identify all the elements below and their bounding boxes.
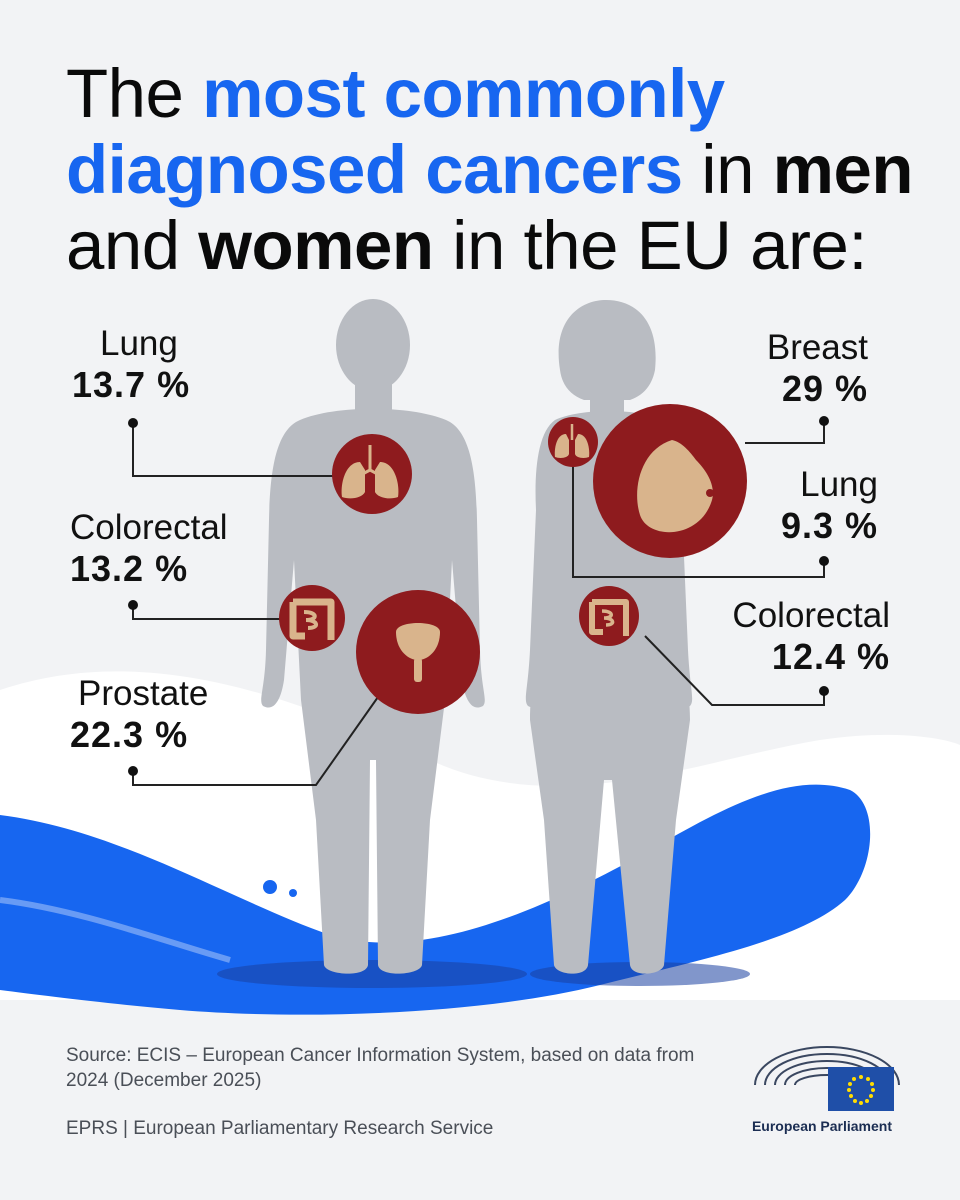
man-intestine-icon xyxy=(279,585,345,651)
footer-credit: EPRS | European Parliamentary Research S… xyxy=(66,1118,494,1139)
connector-lines-women xyxy=(572,421,825,706)
title-connector: and xyxy=(66,207,199,284)
women-breast-value: 29 % xyxy=(781,368,868,409)
eu-flag-icon xyxy=(828,1067,894,1111)
men-lung-label: Lung 13.7 % xyxy=(72,324,232,406)
man-shadow xyxy=(217,960,527,988)
source-note: Source: ECIS – European Cancer Informati… xyxy=(66,1045,695,1091)
woman-lungs-icon xyxy=(548,417,598,467)
women-breast-name: Breast xyxy=(766,328,868,367)
men-prostate-name: Prostate xyxy=(78,674,209,713)
men-colorectal-value: 13.2 % xyxy=(70,548,189,589)
man-lungs-icon xyxy=(332,434,412,514)
women-colorectal-value: 12.4 % xyxy=(771,636,890,677)
men-colorectal-name: Colorectal xyxy=(70,508,228,547)
women-lung-name: Lung xyxy=(800,465,878,504)
prostate-icon xyxy=(356,590,480,714)
title-suffix: in the EU are: xyxy=(433,207,868,284)
women-lung-label: Lung 9.3 % xyxy=(700,465,878,547)
women-breast-label: Breast 29 % xyxy=(700,328,868,410)
women-lung-value: 9.3 % xyxy=(780,505,878,546)
connector-dots-women xyxy=(819,416,829,696)
title-men: men xyxy=(772,131,914,208)
woman-intestine-icon xyxy=(579,586,639,646)
title-women: women xyxy=(198,207,434,284)
logo-text: European Parliament xyxy=(751,1118,893,1134)
breast-icon xyxy=(593,404,747,558)
women-colorectal-name: Colorectal xyxy=(732,596,890,635)
men-lung-name: Lung xyxy=(100,324,178,363)
background-wave-highlight xyxy=(0,897,231,963)
title-prefix: The xyxy=(66,55,203,132)
connector-dots-men xyxy=(128,418,138,776)
men-prostate-label: Prostate 22.3 % xyxy=(70,674,270,756)
men-colorectal-label: Colorectal 13.2 % xyxy=(70,508,270,590)
women-colorectal-label: Colorectal 12.4 % xyxy=(700,596,890,678)
wave-droplet xyxy=(289,889,297,897)
title-connector: in xyxy=(682,131,773,208)
men-prostate-value: 22.3 % xyxy=(70,714,189,755)
title-highlight: most commonly diagnosed cancers xyxy=(66,55,725,208)
page-title: The most commonly diagnosed cancers in m… xyxy=(66,56,926,284)
men-lung-value: 13.7 % xyxy=(72,364,191,405)
wave-droplet xyxy=(263,880,277,894)
